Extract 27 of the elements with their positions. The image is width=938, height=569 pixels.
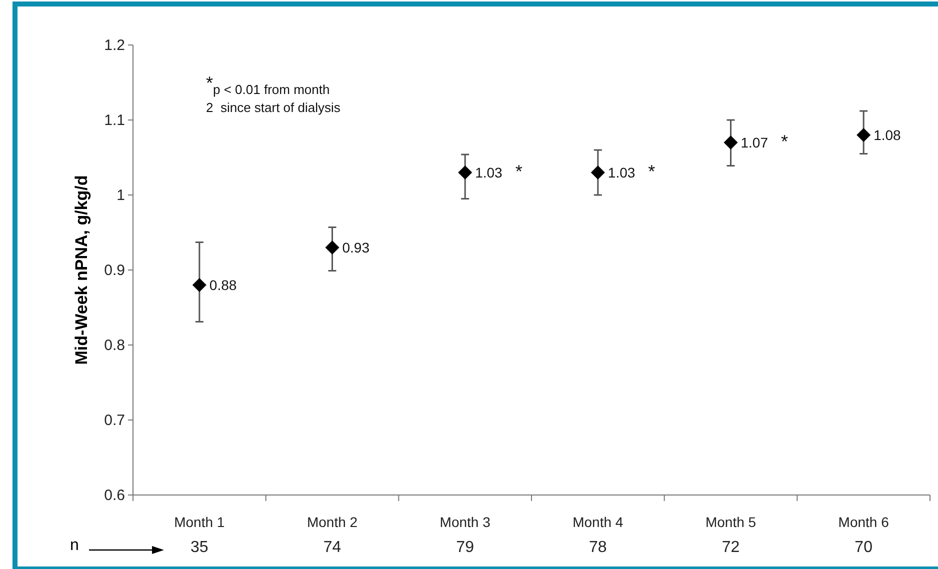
data-label: 0.93 — [342, 240, 370, 256]
point — [458, 166, 472, 180]
data-label: 1.03 * — [475, 162, 522, 182]
y-tick-label: 1.2 — [104, 37, 125, 54]
data-label: 1.03 * — [608, 162, 656, 182]
data-label: 1.08 — [874, 127, 902, 143]
point — [856, 128, 871, 142]
x-tick-label: Month 6 70 — [838, 514, 890, 556]
point — [325, 240, 340, 254]
data-label: 1.07 * — [740, 132, 788, 152]
y-tick-label: 0.9 — [104, 262, 125, 279]
x-tick-label: Month 5 72 — [705, 514, 756, 556]
y-axis-title: Mid-Week nPNA, g/kg/d — [72, 175, 91, 365]
data-label: 0.88 — [209, 277, 237, 293]
y-tick-label: 0.7 — [104, 412, 125, 429]
y-tick-label: 1 — [116, 187, 125, 204]
x-tick-label: Month 3 79 — [440, 514, 491, 556]
x-tick-label: Month 1 35 — [174, 514, 225, 556]
text: n — [70, 537, 79, 554]
y-tick-label: 0.8 — [104, 337, 125, 354]
y-tick-label: 0.6 — [104, 487, 125, 504]
point — [724, 136, 738, 150]
point — [590, 166, 605, 180]
point — [192, 278, 206, 292]
y-tick-label: 1.1 — [104, 112, 125, 129]
x-tick-label: Month 4 78 — [572, 514, 624, 556]
x-tick-label: Month 2 74 — [306, 514, 358, 556]
